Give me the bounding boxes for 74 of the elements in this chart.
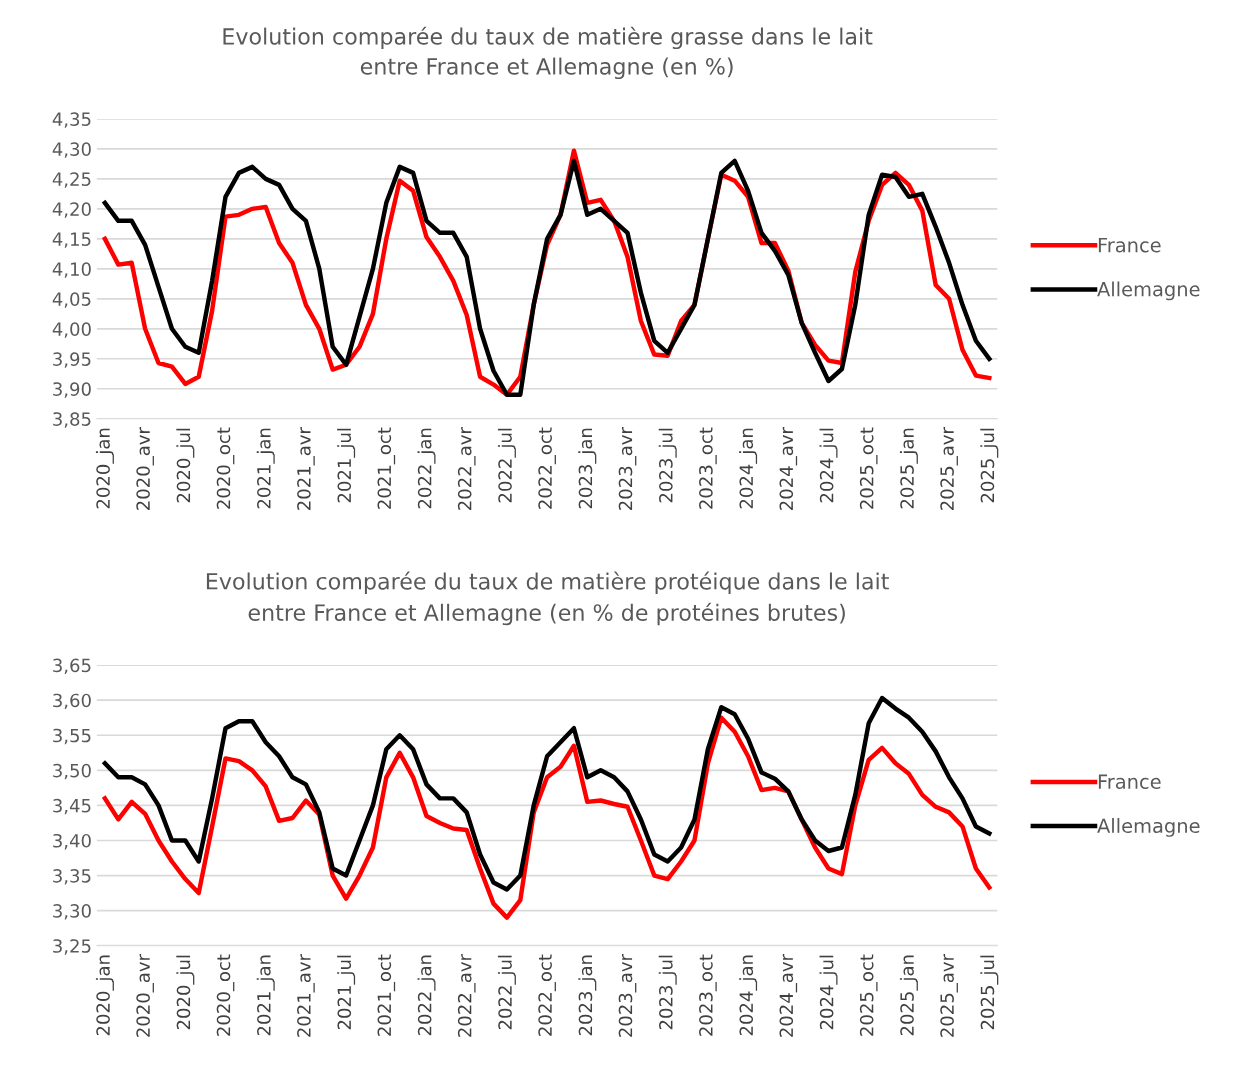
x-tick-label: 2020_jan xyxy=(95,955,114,1036)
legend-label: France xyxy=(1098,237,1161,253)
x-tick-label: 2025_jan xyxy=(899,955,918,1036)
x-tick-label: 2025_oct xyxy=(859,427,878,509)
x-tick-label: 2020_jul xyxy=(176,428,195,503)
chart-title: Evolution comparée du taux de matière protéique dans le lait entre France et Allemagne (en % de protéines brutes) xyxy=(206,571,889,626)
x-tick-label: 2023_jul xyxy=(658,428,677,503)
x-tick-label: 2025_jan xyxy=(899,428,918,509)
x-tick-label: 2024_jan xyxy=(739,428,758,509)
x-tick-label: 2022_jul xyxy=(497,955,516,1030)
y-tick-label: 4,10 xyxy=(52,262,91,278)
x-tick-label: 2022_jan xyxy=(417,955,436,1036)
x-tick-label: 2024_avr xyxy=(779,954,798,1037)
x-tick-label: 2024_jul xyxy=(819,428,838,503)
y-tick-label: 3,85 xyxy=(53,412,91,428)
x-tick-label: 2025_oct xyxy=(859,954,878,1036)
y-tick-label: 3,35 xyxy=(53,869,91,885)
x-tick-label: 2023_jan xyxy=(578,428,597,509)
x-tick-label: 2023_oct xyxy=(699,954,717,1036)
x-tick-label: 2020_jul xyxy=(176,955,195,1030)
x-tick-label: 2020_avr xyxy=(136,427,154,510)
x-tick-label: 2025_jul xyxy=(980,428,999,503)
x-tick-label: 2023_avr xyxy=(618,954,637,1037)
y-tick-label: 3,40 xyxy=(53,833,91,850)
x-tick-label: 2021_oct xyxy=(377,954,396,1036)
legend-label: Allemagne xyxy=(1097,281,1200,301)
y-tick-label: 3,95 xyxy=(53,352,91,368)
x-tick-label: 2021_avr xyxy=(297,427,315,510)
x-tick-label: 2021_oct xyxy=(377,427,396,509)
chart-title: Evolution comparée du taux de matière grasse dans le lait entre France et Allemagne (en %) xyxy=(223,26,873,80)
x-tick-label: 2025_avr xyxy=(940,954,958,1037)
y-tick-label: 4,20 xyxy=(52,202,91,218)
x-tick-label: 2021_jan xyxy=(256,428,275,509)
y-tick-label: 3,45 xyxy=(53,798,91,815)
x-tick-label: 2023_oct xyxy=(699,427,717,509)
x-tick-label: 2022_oct xyxy=(538,954,556,1036)
y-tick-label: 3,25 xyxy=(53,939,91,955)
y-tick-label: 4,25 xyxy=(52,172,91,188)
y-tick-label: 3,65 xyxy=(53,658,91,675)
x-tick-label: 2022_jan xyxy=(417,428,436,509)
y-tick-label: 3,55 xyxy=(53,728,91,745)
y-tick-label: 3,60 xyxy=(53,693,91,710)
y-tick-label: 4,00 xyxy=(52,322,91,338)
line-series xyxy=(102,715,992,920)
x-tick-label: 2021_jan xyxy=(256,955,275,1036)
x-tick-label: 2023_jan xyxy=(578,955,597,1036)
x-tick-label: 2021_avr xyxy=(297,954,315,1037)
x-tick-label: 2021_jul xyxy=(337,428,356,503)
x-tick-label: 2024_avr xyxy=(779,427,798,510)
y-tick-label: 4,15 xyxy=(52,232,91,248)
x-tick-label: 2021_jul xyxy=(337,955,356,1030)
x-tick-label: 2020_jan xyxy=(95,428,114,509)
x-tick-label: 2022_oct xyxy=(538,427,556,509)
x-tick-label: 2023_avr xyxy=(618,427,637,510)
y-tick-label: 4,30 xyxy=(52,142,91,158)
y-tick-label: 4,05 xyxy=(52,292,91,308)
x-tick-label: 2022_avr xyxy=(457,954,476,1037)
x-tick-label: 2020_oct xyxy=(216,427,235,509)
x-tick-label: 2022_jul xyxy=(497,428,516,503)
x-tick-label: 2025_jul xyxy=(980,955,999,1030)
y-tick-label: 4,35 xyxy=(52,112,91,128)
x-tick-label: 2022_avr xyxy=(457,427,476,510)
y-tick-label: 3,50 xyxy=(53,763,91,780)
y-tick-label: 3,90 xyxy=(53,382,91,398)
legend-label: France xyxy=(1098,774,1161,789)
x-tick-label: 2020_avr xyxy=(136,954,154,1037)
line-series xyxy=(102,695,992,892)
x-tick-label: 2023_jul xyxy=(658,955,677,1030)
y-tick-label: 3,30 xyxy=(53,904,91,920)
x-tick-label: 2024_jan xyxy=(739,955,758,1036)
legend-label: Allemagne xyxy=(1097,818,1200,837)
x-tick-label: 2020_oct xyxy=(216,954,235,1036)
x-tick-label: 2024_jul xyxy=(819,955,838,1030)
x-tick-label: 2025_avr xyxy=(940,427,958,510)
